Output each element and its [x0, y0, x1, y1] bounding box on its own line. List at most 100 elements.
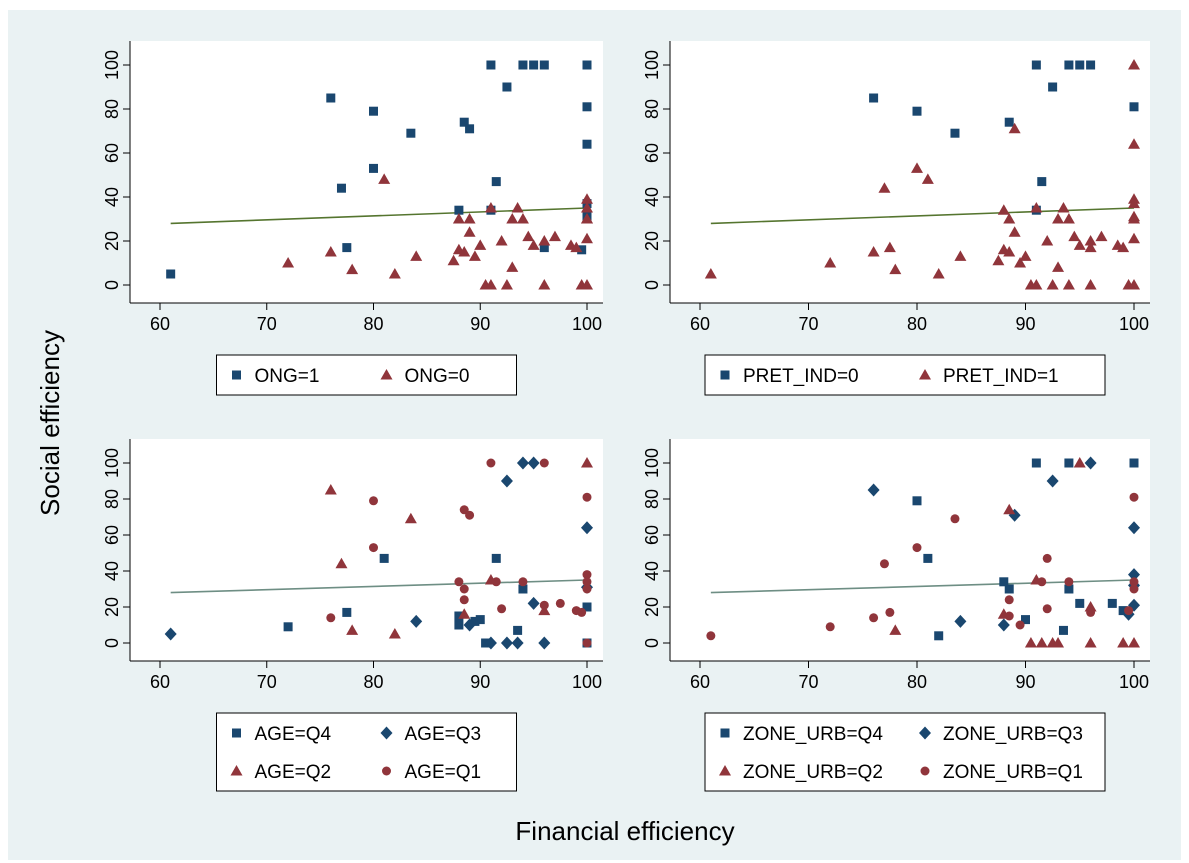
y-tick-label: 100 — [642, 448, 662, 478]
legend-marker — [920, 766, 930, 776]
data-point — [1030, 202, 1043, 213]
data-point — [539, 458, 549, 468]
data-point — [1128, 138, 1140, 149]
data-point — [704, 268, 717, 279]
y-tick-label: 40 — [102, 561, 122, 581]
data-point — [582, 570, 592, 580]
data-point — [406, 128, 416, 138]
data-point — [518, 60, 528, 70]
data-point — [912, 106, 922, 116]
legend-label: AGE=Q4 — [255, 724, 332, 745]
data-point — [582, 139, 592, 149]
y-tick-label: 80 — [642, 99, 662, 119]
data-point — [506, 261, 519, 272]
data-point — [538, 235, 551, 246]
data-point — [511, 636, 524, 650]
data-point — [1052, 261, 1065, 272]
data-point — [326, 93, 336, 103]
data-point — [491, 577, 501, 587]
data-point — [1117, 241, 1130, 253]
data-point — [1075, 598, 1085, 608]
data-point — [1008, 226, 1021, 237]
y-tick-label: 60 — [102, 143, 122, 163]
data-point — [516, 456, 529, 470]
data-point — [706, 631, 716, 641]
data-point — [1086, 607, 1096, 617]
data-point — [1128, 637, 1140, 648]
data-point — [1128, 197, 1140, 209]
x-tick-label: 60 — [150, 314, 170, 334]
y-tick-label: 20 — [102, 597, 122, 617]
y-tick-label: 100 — [102, 448, 122, 478]
data-point — [465, 510, 475, 520]
data-point — [475, 615, 485, 625]
data-point — [867, 483, 880, 497]
data-point — [582, 577, 592, 587]
data-point — [889, 263, 902, 275]
fit-line — [710, 579, 1135, 594]
legend-box — [704, 354, 1106, 396]
data-point — [883, 241, 896, 253]
data-point — [465, 124, 475, 134]
x-tick-label: 90 — [1015, 314, 1035, 334]
data-point — [459, 117, 469, 127]
y-tick-label: 80 — [642, 489, 662, 509]
data-point — [513, 625, 523, 635]
data-point — [1068, 230, 1081, 242]
data-point — [1073, 457, 1086, 468]
x-tick-label: 100 — [1119, 672, 1149, 692]
x-tick-label: 80 — [363, 314, 383, 334]
legend-marker — [919, 726, 931, 740]
data-point — [529, 60, 539, 70]
data-point — [511, 202, 524, 213]
data-point — [1118, 606, 1128, 616]
legend-label: ZONE_URB=Q3 — [943, 724, 1083, 745]
legend-label: ONG=1 — [255, 366, 320, 387]
legend-label: PRET_IND=1 — [943, 366, 1059, 387]
y-tick-label: 60 — [642, 143, 662, 163]
legend-marker — [719, 765, 731, 776]
data-point — [484, 279, 497, 290]
data-point — [1021, 615, 1030, 625]
data-point — [581, 213, 593, 224]
data-point — [454, 611, 464, 621]
data-point — [1084, 601, 1097, 612]
data-point — [1004, 117, 1014, 127]
data-point — [506, 213, 519, 224]
data-point — [486, 458, 496, 468]
data-point — [911, 162, 923, 173]
data-point — [1019, 250, 1032, 261]
data-point — [539, 60, 549, 70]
data-point — [1052, 213, 1065, 224]
data-point — [539, 600, 549, 610]
panels-container: 0 20 40 60 80 100 60 70 80 90 100 ONG=1 ONG=0 0 20 40 60… — [102, 41, 1150, 792]
data-point — [458, 246, 471, 257]
data-point — [283, 622, 293, 632]
x-tick-label: 80 — [363, 672, 383, 692]
data-point — [581, 279, 593, 290]
data-point — [1004, 611, 1014, 621]
y-axis-label: Social efficiency — [35, 330, 65, 516]
data-point — [1014, 257, 1027, 268]
data-point — [527, 456, 540, 470]
legend-label: AGE=Q1 — [405, 762, 482, 783]
data-point — [997, 618, 1010, 632]
legend-box — [704, 712, 1106, 792]
y-tick-label: 60 — [102, 525, 122, 545]
data-point — [889, 624, 902, 635]
data-point — [1058, 625, 1068, 635]
legend-label: AGE=Q2 — [255, 762, 332, 783]
data-point — [1004, 595, 1014, 605]
data-point — [1128, 213, 1140, 224]
data-point — [516, 213, 529, 224]
data-point — [1128, 568, 1140, 582]
data-point — [1052, 637, 1065, 648]
data-point — [468, 250, 481, 261]
data-point — [582, 102, 592, 112]
data-point — [459, 595, 469, 605]
data-point — [1031, 458, 1041, 468]
data-point — [1064, 577, 1074, 587]
data-point — [166, 269, 176, 279]
